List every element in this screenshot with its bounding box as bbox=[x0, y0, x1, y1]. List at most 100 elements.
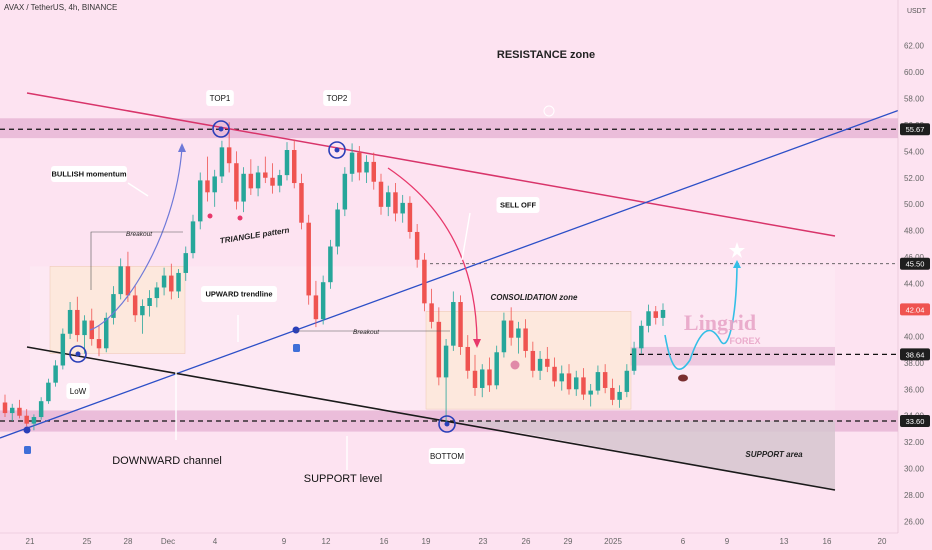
candle-body-48 bbox=[349, 152, 355, 174]
candle-body-64 bbox=[465, 346, 471, 371]
candle-body-9 bbox=[67, 309, 73, 334]
y-tick-label-4: 54.00 bbox=[904, 147, 925, 156]
candle-body-61 bbox=[443, 345, 449, 378]
y-tick-label-18: 26.00 bbox=[904, 517, 925, 526]
top2-marker-dot bbox=[334, 147, 340, 153]
candle-body-50 bbox=[364, 161, 369, 173]
candle-body-78 bbox=[566, 373, 572, 390]
y-tick-label-0: 62.00 bbox=[904, 42, 925, 51]
y-tick-label-13: 36.00 bbox=[904, 385, 925, 394]
x-tick-label-10: 26 bbox=[522, 537, 531, 546]
candle-body-10 bbox=[75, 309, 80, 336]
candle-body-77 bbox=[559, 373, 565, 382]
candle-body-25 bbox=[183, 253, 189, 273]
candle-body-22 bbox=[161, 275, 167, 288]
candle-body-36 bbox=[263, 172, 268, 178]
candle-body-31 bbox=[226, 147, 232, 164]
candle-body-20 bbox=[147, 298, 152, 306]
price-tag-bg-0 bbox=[900, 123, 930, 136]
bullish-arrowhead bbox=[178, 143, 186, 152]
candle-body-21 bbox=[154, 287, 160, 299]
triangle-point-1 bbox=[207, 213, 213, 219]
candle-body-24 bbox=[176, 272, 181, 292]
candle-body-34 bbox=[248, 173, 254, 189]
x-tick-label-5: 9 bbox=[282, 537, 287, 546]
candle-body-40 bbox=[291, 149, 297, 184]
watermark-sub: FOREX bbox=[729, 336, 760, 346]
breakout1-bracket bbox=[90, 231, 183, 290]
candle-body-17 bbox=[125, 266, 131, 296]
candle-body-67 bbox=[487, 369, 492, 386]
info-icon-1 bbox=[24, 446, 31, 454]
candle-body-69 bbox=[501, 320, 507, 353]
y-tick-label-15: 32.00 bbox=[904, 438, 925, 447]
x-tick-label-9: 23 bbox=[479, 537, 488, 546]
y-tick-label-7: 48.00 bbox=[904, 227, 925, 236]
candle-body-82 bbox=[595, 372, 601, 391]
candle-body-46 bbox=[335, 209, 340, 247]
bullish-curve-arrow bbox=[89, 147, 183, 331]
candle-body-83 bbox=[602, 372, 608, 388]
candle-body-28 bbox=[205, 180, 210, 193]
candle-body-38 bbox=[277, 175, 283, 186]
candle-body-19 bbox=[140, 305, 145, 316]
candle-body-55 bbox=[400, 202, 405, 214]
candle-body-88 bbox=[639, 325, 644, 349]
consolidation-label: CONSOLIDATION zone bbox=[491, 293, 579, 302]
candle-body-27 bbox=[197, 180, 203, 222]
y-tick-label-11: 40.00 bbox=[904, 332, 925, 341]
chart-title: AVAX / TetherUS, 4h, BINANCE bbox=[4, 3, 118, 12]
currency-label: USDT bbox=[906, 8, 926, 15]
candle-body-14 bbox=[103, 317, 109, 349]
candle-body-52 bbox=[378, 181, 384, 207]
candle-body-65 bbox=[472, 370, 478, 388]
breakout-touch-marker bbox=[292, 326, 300, 334]
candle-body-26 bbox=[190, 221, 196, 254]
selloff-label-box bbox=[496, 197, 540, 213]
candle-body-0 bbox=[2, 402, 8, 414]
price-tag-2: 42.04 bbox=[906, 305, 925, 314]
top1-marker-dot bbox=[218, 126, 224, 132]
candle-body-75 bbox=[545, 358, 550, 367]
x-tick-label-11: 29 bbox=[564, 537, 573, 546]
y-tick-label-6: 50.00 bbox=[904, 200, 925, 209]
candle-body-33 bbox=[241, 173, 246, 202]
projection-path bbox=[664, 267, 738, 370]
candle-body-81 bbox=[588, 390, 593, 395]
selloff-curve-arrow bbox=[387, 167, 478, 341]
price-tag-bg-1 bbox=[900, 257, 930, 270]
candle-body-80 bbox=[581, 377, 586, 395]
candle-body-29 bbox=[212, 176, 217, 193]
candle-body-3 bbox=[24, 415, 29, 424]
candle-body-57 bbox=[414, 231, 420, 260]
candle-body-7 bbox=[53, 365, 58, 383]
price-tag-bg-3 bbox=[900, 348, 930, 361]
top2-marker bbox=[328, 141, 346, 159]
x-tick-label-2: 28 bbox=[124, 537, 133, 546]
candle-body-91 bbox=[660, 309, 666, 318]
candle-body-45 bbox=[328, 246, 333, 283]
candle-body-6 bbox=[46, 382, 51, 402]
candle-body-62 bbox=[451, 302, 456, 346]
candle-body-63 bbox=[458, 302, 463, 347]
x-tick-label-8: 19 bbox=[422, 537, 431, 546]
price-tag-4: 33.60 bbox=[906, 417, 925, 426]
candle-body-16 bbox=[118, 266, 123, 295]
candle-body-49 bbox=[357, 152, 362, 173]
downward-channel-line bbox=[26, 346, 836, 491]
candle-body-23 bbox=[169, 275, 174, 292]
x-tick-label-1: 25 bbox=[83, 537, 92, 546]
low-label: LoW bbox=[70, 387, 87, 396]
candle-body-84 bbox=[610, 387, 615, 400]
candle-body-13 bbox=[96, 339, 102, 349]
consolidation-box bbox=[425, 311, 632, 410]
y-tick-label-1: 60.00 bbox=[904, 68, 925, 77]
price-tag-3: 38.64 bbox=[906, 350, 925, 359]
top1-label-box bbox=[206, 90, 234, 106]
red-trendline bbox=[26, 92, 836, 237]
candle-body-60 bbox=[436, 321, 442, 378]
support-touch-marker bbox=[23, 426, 31, 434]
triangle-point-2 bbox=[237, 215, 243, 221]
x-tick-label-14: 9 bbox=[725, 537, 730, 546]
